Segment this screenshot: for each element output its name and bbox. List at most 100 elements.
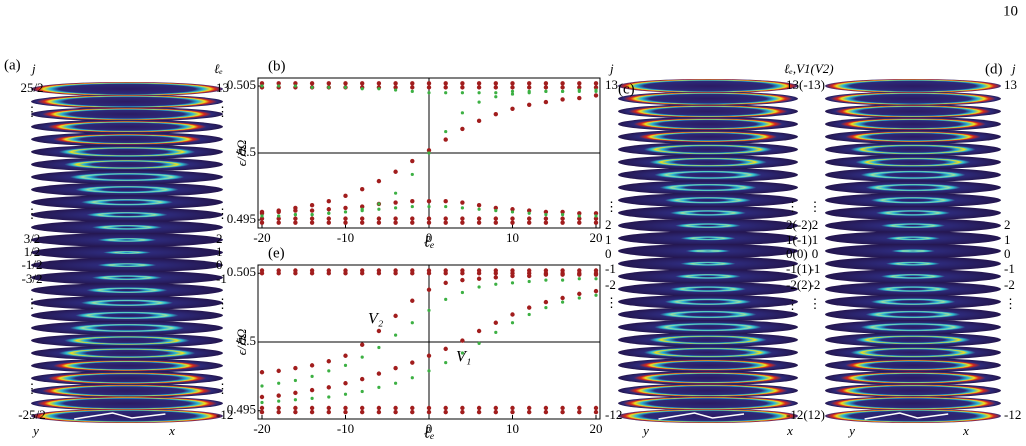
data-point	[443, 409, 448, 415]
j-label: 3/2	[24, 231, 41, 246]
data-point	[393, 85, 398, 90]
y-axis-label: ϵ/ℏΩ	[234, 140, 249, 167]
data-point	[510, 273, 515, 279]
data-point	[310, 85, 314, 89]
data-point	[309, 405, 315, 411]
data-point	[343, 193, 348, 199]
data-point	[426, 81, 432, 86]
data-point	[293, 409, 298, 415]
y-tick-label: 0.495	[227, 402, 256, 417]
data-point	[594, 88, 598, 92]
data-point	[476, 276, 482, 281]
density-slice	[618, 282, 798, 297]
data-point	[527, 305, 532, 310]
data-point	[544, 278, 548, 282]
data-point	[476, 118, 482, 124]
data-point	[410, 81, 415, 86]
axis-label: j	[1010, 61, 1016, 76]
data-point	[443, 199, 448, 204]
data-point	[410, 321, 414, 325]
data-point	[460, 111, 464, 115]
data-point	[577, 296, 581, 300]
panel-label: (d)	[985, 61, 1003, 77]
data-point	[360, 342, 365, 347]
data-point	[493, 271, 498, 276]
l-label: 1	[216, 244, 223, 259]
data-point	[460, 351, 464, 355]
j-label: 1	[605, 232, 612, 247]
data-point	[410, 204, 414, 209]
density-slice	[618, 167, 798, 182]
data-point	[544, 213, 548, 217]
data-point	[443, 216, 448, 221]
data-point	[477, 91, 481, 95]
data-point	[593, 211, 599, 216]
data-point	[393, 365, 398, 371]
density-slice	[31, 195, 223, 210]
data-point	[460, 405, 465, 411]
density-slice	[618, 383, 798, 398]
data-point	[527, 409, 532, 415]
density-slice	[618, 332, 798, 347]
data-point	[343, 210, 348, 214]
j-label: ⋮	[809, 199, 822, 214]
data-point	[594, 293, 598, 297]
data-point	[560, 295, 565, 301]
l-label: 0	[1004, 246, 1011, 261]
data-point	[427, 308, 431, 312]
data-point	[510, 85, 515, 90]
j-label: ⋮	[26, 381, 39, 396]
data-point	[410, 220, 415, 225]
y-tick-label: 0.5	[240, 144, 256, 159]
x-tick-label: -10	[337, 230, 354, 245]
density-slice	[825, 142, 1001, 157]
l-label: ⋮	[786, 297, 799, 312]
data-point	[309, 81, 315, 86]
data-point	[277, 381, 281, 385]
x-tick-label: -10	[337, 421, 354, 436]
axis-arrows	[864, 412, 949, 420]
data-point	[460, 277, 465, 283]
data-point	[293, 405, 298, 411]
j-label: 1/2	[24, 244, 41, 259]
density-slice	[618, 180, 798, 195]
data-point	[560, 81, 565, 86]
data-point	[360, 220, 365, 225]
y-tick-label: 0.505	[227, 77, 256, 92]
x-tick-label: 0	[426, 421, 433, 436]
j-label: -1/2	[22, 257, 43, 272]
data-point	[309, 203, 315, 208]
data-point	[426, 405, 432, 411]
j-label: 25/2	[20, 80, 43, 95]
data-point	[510, 210, 515, 214]
density-slice	[825, 167, 1001, 182]
data-point	[293, 81, 298, 86]
data-point	[277, 399, 281, 403]
data-point	[377, 202, 381, 206]
data-point	[410, 172, 414, 177]
data-point	[377, 207, 381, 211]
data-point	[259, 405, 265, 411]
l-label: 2	[216, 231, 223, 246]
data-point	[593, 405, 599, 411]
data-point	[376, 81, 382, 86]
density-slice	[31, 207, 223, 222]
density-slice	[31, 182, 223, 197]
density-slice	[31, 170, 223, 185]
data-point	[293, 84, 297, 88]
density-slice	[31, 132, 223, 147]
data-point	[460, 200, 465, 205]
j-label: -3/2	[22, 271, 43, 286]
data-point	[493, 405, 498, 411]
data-point	[444, 297, 448, 301]
data-point	[326, 81, 331, 86]
data-point	[393, 405, 398, 411]
axis-label: x	[168, 423, 175, 438]
data-point	[443, 85, 448, 90]
data-point	[343, 381, 348, 386]
data-point	[561, 300, 565, 304]
data-point	[343, 216, 348, 221]
j-label: 2	[605, 217, 612, 232]
density-slice	[31, 270, 223, 285]
data-point	[543, 85, 549, 90]
